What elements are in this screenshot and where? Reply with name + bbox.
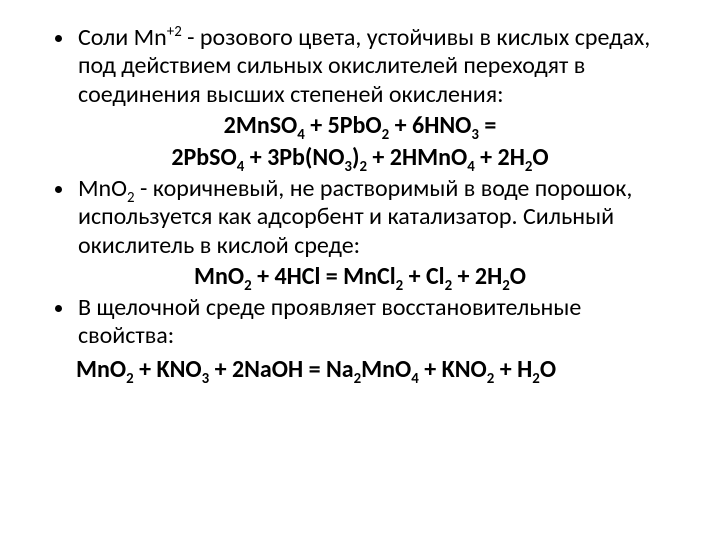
bullet-3: В щелочной среде проявляет восстановител… [76,294,680,351]
slide: Соли Mn+2 - розового цвета, устойчивы в … [0,0,720,540]
bullet-2-text: MnO2 - коричневый, не растворимый в воде… [78,174,632,260]
bullet-list: Соли Mn+2 - розового цвета, устойчивы в … [40,24,680,109]
bullet-2: MnO2 - коричневый, не растворимый в воде… [76,175,680,260]
bullet-list-2: MnO2 - коричневый, не растворимый в воде… [40,175,680,260]
equation-3: MnO2 + KNO3 + 2NaOH = Na2MnO4 + KNO2 + H… [76,355,680,385]
equation-2: MnO2 + 4HCl = MnCl2 + Cl2 + 2H2O [40,262,680,292]
bullet-1: Соли Mn+2 - розового цвета, устойчивы в … [76,24,680,109]
bullet-3-text: В щелочной среде проявляет восстановител… [78,293,581,350]
bullet-1-text: Соли Mn+2 - розового цвета, устойчивы в … [78,23,650,109]
equation-1b: 2PbSO4 + 3Pb(NO3)2 + 2HMnO4 + 2H2O [40,143,680,173]
equation-1a: 2MnSO4 + 5PbO2 + 6HNO3 = [40,111,680,141]
bullet-list-3: В щелочной среде проявляет восстановител… [40,294,680,351]
